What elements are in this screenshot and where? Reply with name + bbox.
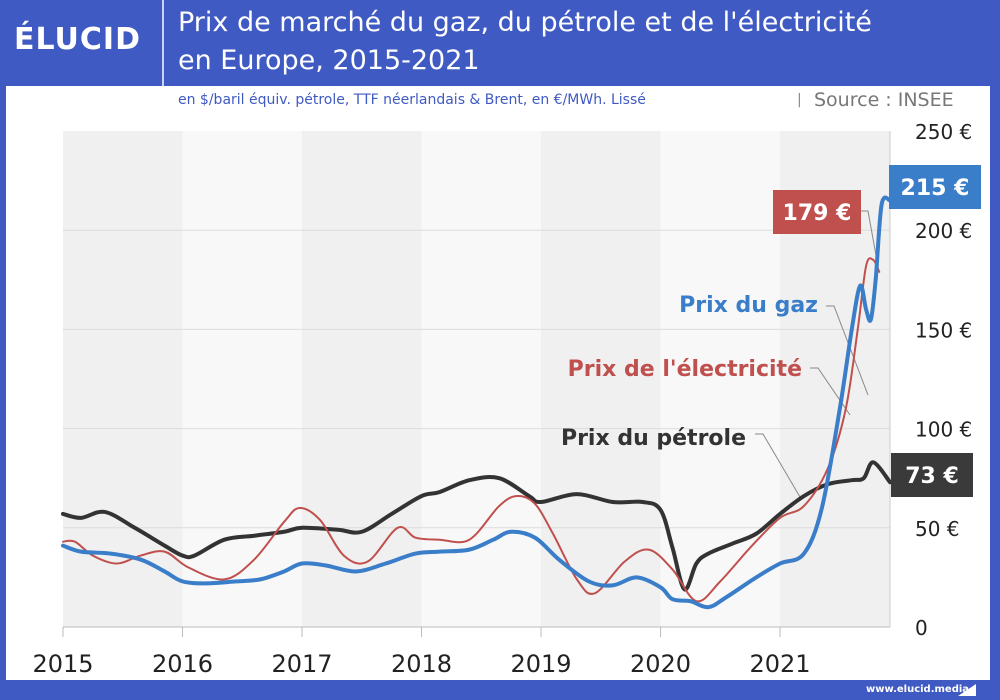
x-tick-label: 2016 bbox=[152, 650, 213, 678]
end-value-badges: 215 € 179 € 73 € bbox=[773, 165, 981, 497]
year-band bbox=[302, 131, 422, 627]
oil-price-line bbox=[61, 460, 892, 592]
oil-end-badge-value: 73 € bbox=[905, 464, 959, 489]
x-tick-label: 2015 bbox=[32, 650, 93, 678]
leader-line bbox=[826, 305, 869, 396]
y-tick-label: 200 € bbox=[915, 219, 972, 243]
year-band bbox=[541, 131, 661, 627]
gas-price-line bbox=[61, 195, 892, 610]
year-band bbox=[182, 131, 303, 627]
header bbox=[0, 0, 1000, 88]
electricity-end-badge bbox=[773, 190, 861, 234]
y-tick-label: 150 € bbox=[915, 318, 972, 342]
header-divider bbox=[162, 0, 164, 86]
electricity-end-badge-value: 179 € bbox=[783, 201, 852, 226]
series-lines bbox=[61, 195, 892, 610]
gridlines bbox=[63, 229, 890, 529]
gas-series-label: Prix du gaz bbox=[679, 293, 818, 318]
leader-line bbox=[861, 210, 880, 273]
label-leader-lines bbox=[755, 210, 880, 498]
x-tick-label: 2018 bbox=[391, 650, 452, 678]
year-band bbox=[660, 131, 781, 627]
footer-url[interactable]: www.elucid.media bbox=[866, 684, 970, 695]
y-tick-label: 50 € bbox=[915, 517, 960, 541]
oil-end-badge bbox=[891, 453, 973, 497]
electricity-price-line bbox=[62, 257, 881, 603]
elucid-logo: ÉLUCID bbox=[14, 22, 141, 57]
series-labels: Prix du gaz Prix de l'électricité Prix du … bbox=[561, 293, 818, 451]
oil-series-label: Prix du pétrole bbox=[561, 426, 746, 451]
chart-title: Prix de marché du gaz, du pétrole et de … bbox=[178, 4, 978, 80]
subtitle-separator: | bbox=[797, 92, 802, 108]
title-line-1: Prix de marché du gaz, du pétrole et de … bbox=[178, 7, 872, 38]
electricity-series-label: Prix de l'électricité bbox=[568, 357, 802, 382]
x-tick-label: 2017 bbox=[271, 650, 332, 678]
gas-end-badge bbox=[889, 165, 981, 209]
chart-subtitle: en $/baril équiv. pétrole, TTF néerlanda… bbox=[178, 92, 646, 108]
title-line-2: en Europe, 2015-2021 bbox=[178, 45, 480, 76]
y-tick-label: 250 € bbox=[915, 120, 972, 144]
x-axis: 2015 2016 2017 2018 2019 2020 2021 bbox=[32, 131, 891, 678]
y-tick-label: 100 € bbox=[915, 418, 972, 442]
y-axis: 0 50 € 100 € 150 € 200 € 250 € bbox=[915, 120, 972, 640]
elucid-flag-icon bbox=[958, 684, 976, 696]
x-tick-label: 2020 bbox=[630, 650, 691, 678]
source-label: Source : INSEE bbox=[814, 89, 954, 111]
x-tick-label: 2019 bbox=[510, 650, 571, 678]
leader-line bbox=[755, 433, 801, 498]
x-tick-label: 2021 bbox=[750, 650, 811, 678]
gas-end-badge-value: 215 € bbox=[901, 176, 970, 201]
y-tick-label: 0 bbox=[915, 616, 928, 640]
